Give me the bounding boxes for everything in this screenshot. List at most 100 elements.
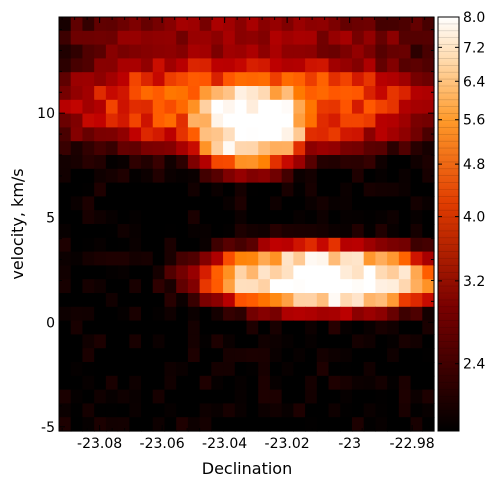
heatmap-cell [340,237,353,253]
heatmap-cell [258,86,271,101]
heatmap-cell [176,17,189,32]
heatmap-cell [82,17,95,32]
heatmap-cell [269,44,283,59]
heatmap-cell [387,72,400,87]
heatmap-cell [410,196,423,211]
heatmap-cell [176,168,189,184]
heatmap-cell [199,362,212,377]
heatmap-cell [246,417,259,432]
heatmap-cell [258,279,271,294]
heatmap-cell [211,224,224,239]
heatmap-cell [305,168,318,184]
heatmap-cell [351,196,365,211]
heatmap-cell [410,237,423,253]
heatmap-cell [82,86,95,101]
heatmap-cell [363,265,377,280]
heatmap-cell [82,389,95,404]
heatmap-cell [398,86,412,101]
heatmap-cell [422,293,435,308]
heatmap-cell [59,417,72,432]
heatmap-cell [281,389,294,404]
heatmap-cell [164,417,177,432]
heatmap-cell [269,224,283,239]
heatmap-cell [129,237,142,253]
heatmap-cell [199,72,212,87]
heatmap-cell [305,251,318,266]
heatmap-cell [387,182,400,197]
heatmap-cell [152,265,166,280]
heatmap-cell [234,320,248,335]
heatmap-cell [316,265,330,280]
heatmap-cell [176,196,189,211]
heatmap-cell [340,86,353,101]
heatmap-cell [375,168,388,184]
heatmap-cell [129,86,142,101]
heatmap-cell [410,224,423,239]
heatmap-cell [281,279,294,294]
heatmap-cell [246,182,259,197]
heatmap-cell [258,168,271,184]
heatmap-cell [340,99,353,115]
heatmap-cell [351,320,365,335]
heatmap-cell [363,375,377,391]
heatmap-cell [398,155,412,170]
heatmap-cell [316,17,330,32]
heatmap-cell [363,293,377,308]
heatmap-cell [422,155,435,170]
heatmap-cell [351,17,365,32]
heatmap-cell [410,348,423,363]
heatmap-cell [211,293,224,308]
heatmap-cell [293,348,306,363]
heatmap-cell [94,210,107,225]
heatmap-cell [164,210,177,225]
heatmap-cell [94,224,107,239]
heatmap-cell [94,44,107,59]
heatmap-cell [269,279,283,294]
heatmap-cell [398,30,412,46]
heatmap-cell [164,141,177,156]
heatmap-cell [281,127,294,142]
heatmap-cell [152,44,166,59]
heatmap-cell [82,168,95,184]
heatmap-cell [187,72,201,87]
heatmap-cell [94,306,107,322]
heatmap-cell [351,30,365,46]
heatmap-cell [281,113,294,128]
heatmap-cell [105,113,119,128]
heatmap-cell [211,320,224,335]
heatmap-cell [351,279,365,294]
heatmap-cell [316,279,330,294]
heatmap-cell [246,86,259,101]
heatmap-cell [152,375,166,391]
heatmap-cell [340,362,353,377]
heatmap-cell [410,155,423,170]
heatmap-cell [94,389,107,404]
heatmap-cell [246,320,259,335]
heatmap-cell [70,362,84,377]
heatmap-cell [223,362,236,377]
heatmap-cell [176,279,189,294]
heatmap-cell [258,362,271,377]
heatmap-cell [223,99,236,115]
heatmap-cell [129,72,142,87]
heatmap-cell [223,348,236,363]
heatmap-cell [70,265,84,280]
plot-frame [58,16,435,432]
heatmap-cell [59,182,72,197]
heatmap-cell [422,251,435,266]
heatmap-cell [340,127,353,142]
heatmap-cell [199,58,212,73]
heatmap-cell [281,293,294,308]
heatmap-cell [387,293,400,308]
heatmap-cell [152,279,166,294]
heatmap-cell [316,127,330,142]
heatmap-cell [117,389,130,404]
heatmap-cell [351,362,365,377]
heatmap-cell [129,99,142,115]
heatmap-cell [176,389,189,404]
heatmap-cell [398,265,412,280]
heatmap-cell [70,196,84,211]
heatmap-cell [94,127,107,142]
heatmap-cell [70,127,84,142]
heatmap-cell [246,155,259,170]
